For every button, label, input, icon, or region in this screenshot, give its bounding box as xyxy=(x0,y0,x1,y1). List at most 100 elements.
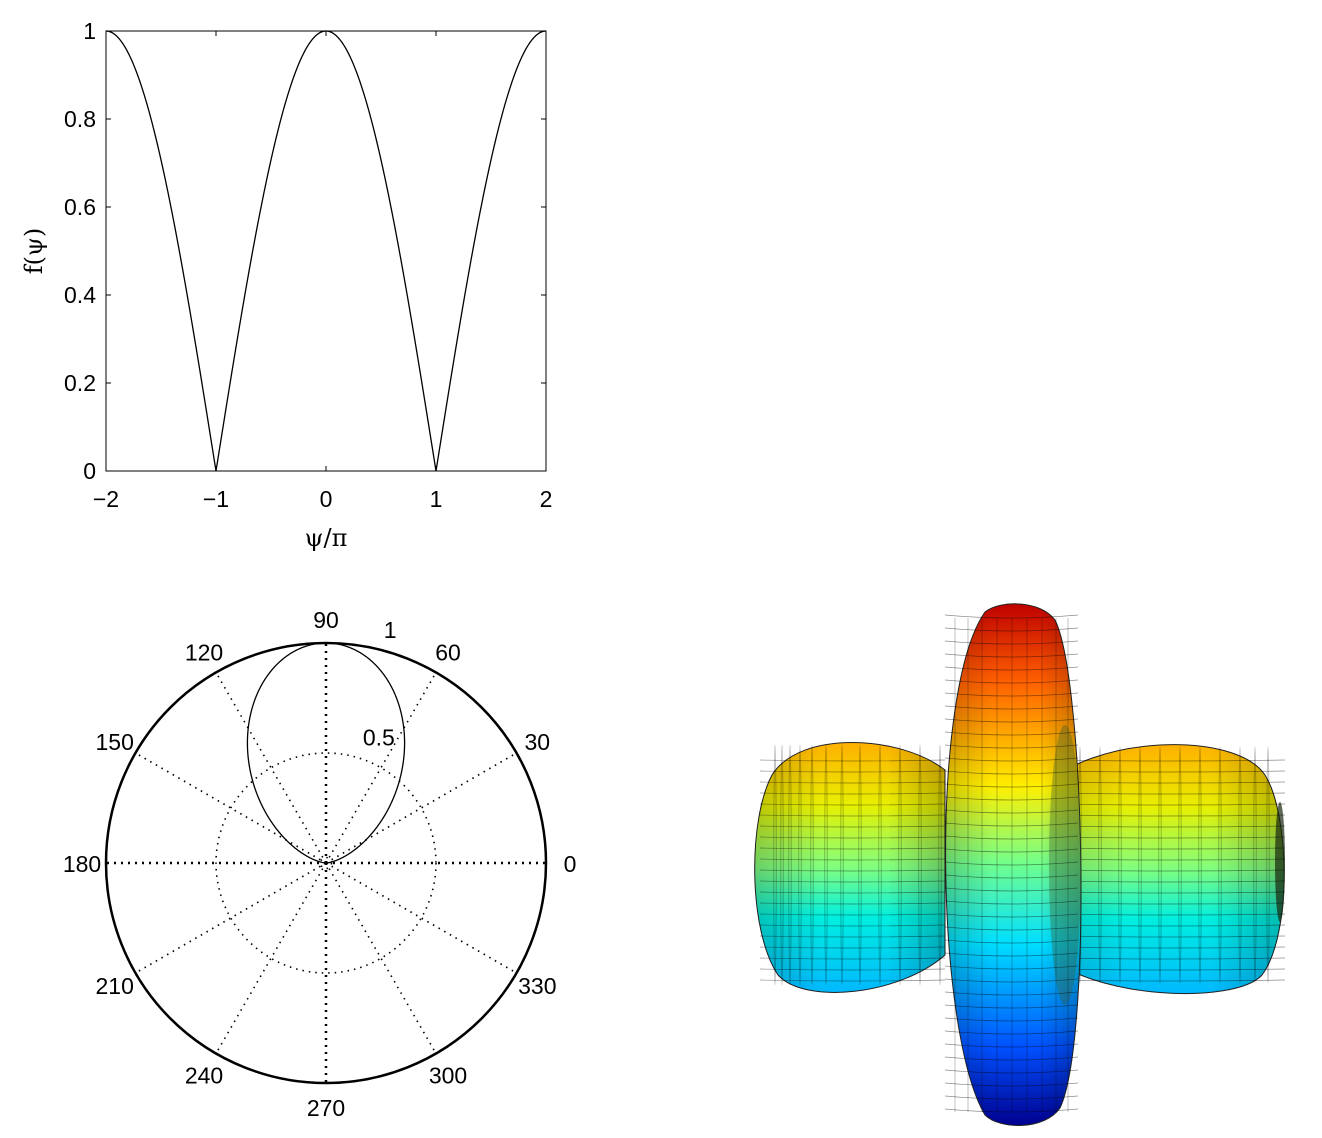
mesh-meridian xyxy=(773,744,777,986)
series-line xyxy=(105,30,547,472)
mesh-line xyxy=(759,803,946,806)
mesh-line xyxy=(759,880,946,883)
mesh-line xyxy=(944,1095,1079,1100)
x-tick-label: 0 xyxy=(320,486,333,512)
mesh-meridian xyxy=(1118,746,1122,984)
mesh-line xyxy=(944,952,1079,957)
mesh-line xyxy=(759,814,946,817)
y-tick-label: 0.4 xyxy=(64,282,96,308)
y-tick-label: 0.6 xyxy=(64,194,96,220)
mesh-line xyxy=(944,627,1079,632)
mesh-line xyxy=(944,666,1079,671)
angle-label: 60 xyxy=(435,640,461,666)
polar-spoke xyxy=(135,862,327,974)
mesh-line xyxy=(759,968,946,971)
polar-spoke xyxy=(325,862,517,974)
angle-label: 0 xyxy=(564,851,577,877)
mesh-line xyxy=(944,835,1079,840)
surface-left-mesh xyxy=(759,744,946,986)
polar-ring xyxy=(319,856,333,870)
tick-marks xyxy=(105,30,547,472)
mesh-line xyxy=(944,692,1079,697)
x-tick-label: 2 xyxy=(540,486,553,512)
line-chart: −2 −1 0 1 2 0 0.2 0.4 0.6 0.8 1 ψ/π f(ψ) xyxy=(20,18,552,552)
mesh-line xyxy=(759,759,946,762)
angle-label: 90 xyxy=(313,607,339,633)
mesh-line xyxy=(944,848,1079,853)
surface-center-mesh xyxy=(944,614,1079,1113)
mesh-line xyxy=(944,679,1079,684)
angle-labels: 0 30 60 90 120 150 180 210 240 270 300 330 xyxy=(63,607,577,1121)
x-tick-labels: −2 −1 0 1 2 xyxy=(93,486,553,512)
mesh-line xyxy=(759,935,946,938)
mesh-line xyxy=(944,900,1079,905)
surface-plot xyxy=(754,603,1286,1126)
surface-center-ring xyxy=(944,603,1082,1126)
mesh-meridian xyxy=(1178,746,1182,984)
mesh-line xyxy=(759,847,946,850)
mesh-line xyxy=(944,1004,1079,1009)
y-tick-labels: 0 0.2 0.4 0.6 0.8 1 xyxy=(64,18,96,484)
mesh-line xyxy=(944,1043,1079,1048)
mesh-line xyxy=(759,913,946,916)
mesh-line xyxy=(944,1082,1079,1087)
mesh-meridian xyxy=(878,744,882,986)
polar-spoke xyxy=(135,752,327,864)
mesh-line xyxy=(759,781,946,784)
y-tick-label: 0.8 xyxy=(64,106,96,132)
y-axis-label: f(ψ) xyxy=(20,228,48,274)
mesh-line xyxy=(944,796,1079,801)
mesh-line xyxy=(759,902,946,905)
mesh-line xyxy=(759,957,946,960)
mesh-meridian xyxy=(1138,746,1142,984)
mesh-line xyxy=(759,770,946,773)
radial-labels: 0.51 xyxy=(363,617,397,751)
mesh-line xyxy=(944,718,1079,723)
mesh-line xyxy=(944,1108,1079,1113)
mesh-meridian xyxy=(840,744,844,986)
y-tick-label: 0 xyxy=(83,458,96,484)
mesh-line xyxy=(944,926,1079,931)
mesh-line xyxy=(944,913,1079,918)
y-tick-label: 0.2 xyxy=(64,370,96,396)
mesh-meridian xyxy=(1158,746,1162,984)
mesh-meridian xyxy=(858,744,862,986)
surface-right-lobe-cap xyxy=(1275,802,1285,922)
mesh-line xyxy=(944,874,1079,879)
mesh-meridian xyxy=(810,744,814,986)
mesh-meridian xyxy=(1218,746,1222,984)
radial-label: 1 xyxy=(384,617,397,643)
mesh-line xyxy=(759,946,946,949)
mesh-line xyxy=(944,887,1079,892)
mesh-line xyxy=(944,965,1079,970)
angle-label: 150 xyxy=(96,729,134,755)
mesh-line xyxy=(944,1056,1079,1061)
mesh-line xyxy=(944,822,1079,827)
mesh-line xyxy=(944,757,1079,762)
mesh-line xyxy=(944,861,1079,866)
mesh-line xyxy=(944,809,1079,814)
angle-label: 120 xyxy=(185,640,223,666)
mesh-line xyxy=(759,858,946,861)
mesh-line xyxy=(759,924,946,927)
angle-label: 270 xyxy=(307,1095,345,1121)
polar-spoke xyxy=(325,752,517,864)
mesh-line xyxy=(944,744,1079,749)
mesh-line xyxy=(759,891,946,894)
mesh-meridian xyxy=(938,744,942,986)
mesh-meridian xyxy=(1098,746,1102,984)
angle-label: 300 xyxy=(429,1062,467,1088)
mesh-line xyxy=(944,783,1079,788)
mesh-line xyxy=(944,731,1079,736)
x-tick-label: −1 xyxy=(203,486,229,512)
x-tick-label: 1 xyxy=(430,486,443,512)
radial-label: 0.5 xyxy=(363,724,395,750)
x-axis-label: ψ/π xyxy=(305,524,348,552)
x-tick-label: −2 xyxy=(93,486,119,512)
mesh-meridian xyxy=(1198,746,1202,984)
mesh-meridian xyxy=(918,744,922,986)
mesh-meridian xyxy=(898,744,902,986)
angle-label: 30 xyxy=(525,729,551,755)
